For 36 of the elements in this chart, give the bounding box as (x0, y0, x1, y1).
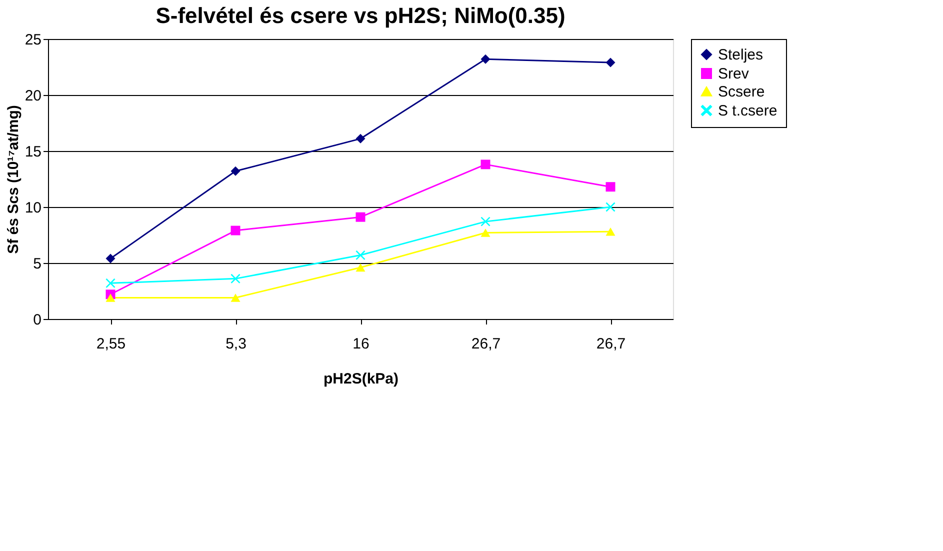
point (356, 134, 366, 144)
legend-label: Scsere (718, 84, 765, 100)
point (106, 278, 116, 288)
y-tick-label: 25 (24, 32, 42, 48)
x-axis-title: pH2S(kPa) (323, 370, 399, 388)
x-tick-label: 2,55 (96, 336, 126, 352)
point (480, 54, 490, 64)
point (480, 216, 490, 226)
point (230, 274, 240, 284)
x-tick-label: 26,7 (596, 336, 626, 352)
y-tick-label: 10 (24, 200, 42, 216)
y-tick-label: 20 (24, 88, 42, 104)
point (356, 212, 366, 222)
point (230, 166, 240, 176)
chart-title: S-felvétel és csere vs pH2S; NiMo(0.35) (156, 3, 566, 28)
y-axis-title: Sf és Scs (10¹⁷at/mg) (4, 105, 22, 254)
point (106, 254, 116, 264)
point (606, 228, 616, 236)
point (356, 263, 366, 272)
point (480, 160, 490, 170)
legend-label: Srev (718, 66, 750, 82)
y-tick-label: 5 (33, 256, 42, 272)
y-tick-label: 0 (33, 312, 42, 328)
x-tick-label: 26,7 (471, 336, 501, 352)
point (106, 294, 116, 302)
point (356, 250, 366, 260)
x-tick-label: 16 (352, 336, 370, 352)
point (480, 228, 490, 237)
y-tick-label: 15 (24, 144, 42, 160)
point (230, 294, 240, 302)
x-tick-label: 5,3 (226, 336, 246, 352)
point (606, 58, 616, 68)
point (606, 182, 616, 192)
point (230, 226, 240, 236)
legend-label: S t.csere (718, 102, 778, 120)
legend-label: Steljes (718, 46, 764, 64)
